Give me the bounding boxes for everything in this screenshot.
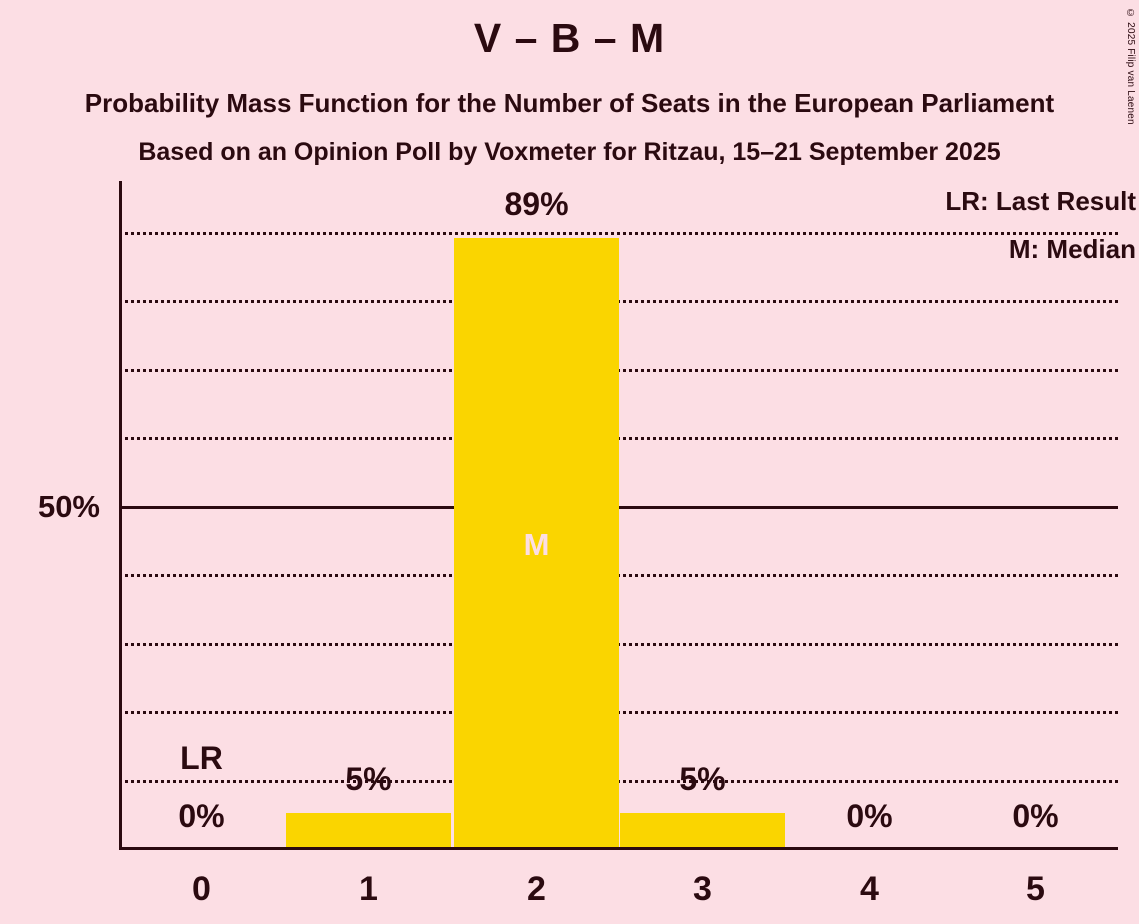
bar-value-label-seat-1: 5% bbox=[345, 761, 392, 797]
copyright-notice: © 2025 Filip van Laenen bbox=[1125, 8, 1136, 125]
x-tick-label-5: 5 bbox=[1026, 870, 1045, 908]
y-tick-label-50: 50% bbox=[37, 489, 100, 524]
bar-value-label-seat-2: 89% bbox=[504, 186, 569, 222]
chart-subtitle-secondary: Based on an Opinion Poll by Voxmeter for… bbox=[138, 138, 1001, 166]
bar-value-label-seat-5: 0% bbox=[1012, 798, 1059, 834]
bar-value-label-seat-0: 0% bbox=[178, 798, 225, 834]
legend-item-last-result: LR: Last Result bbox=[945, 186, 1136, 216]
plot-area: M LR 0% 5% 89% 5% 0% 0% 0 1 2 3 4 5 bbox=[119, 181, 1118, 908]
bar-seat-1 bbox=[286, 813, 451, 847]
x-axis-line bbox=[119, 847, 1118, 850]
x-tick-label-4: 4 bbox=[860, 870, 879, 908]
bar-seat-3 bbox=[620, 813, 785, 847]
x-tick-label-2: 2 bbox=[527, 870, 546, 908]
legend-item-median: M: Median bbox=[1008, 234, 1136, 264]
bar-seat-2 bbox=[454, 238, 619, 847]
x-tick-label-0: 0 bbox=[192, 870, 211, 908]
y-axis-line bbox=[119, 181, 122, 850]
bar-value-label-seat-3: 5% bbox=[679, 761, 726, 797]
chart-subtitle-primary: Probability Mass Function for the Number… bbox=[84, 88, 1055, 118]
gridline-90 bbox=[119, 232, 1118, 235]
last-result-marker: LR bbox=[180, 740, 223, 776]
x-tick-label-3: 3 bbox=[693, 870, 712, 908]
x-tick-label-1: 1 bbox=[359, 870, 378, 908]
median-marker: M bbox=[523, 527, 550, 562]
chart-title: V – B – M bbox=[473, 15, 666, 61]
bar-value-label-seat-4: 0% bbox=[846, 798, 893, 834]
